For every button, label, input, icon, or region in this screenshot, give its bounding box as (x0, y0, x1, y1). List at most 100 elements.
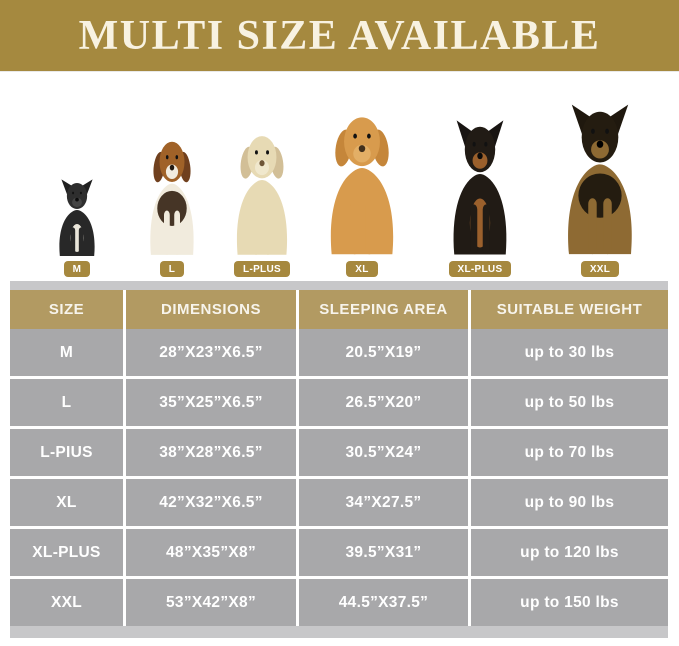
dog-ears-up-icon (61, 179, 93, 195)
dog-head (581, 111, 619, 163)
dog-leg (174, 210, 180, 255)
dog-size-badge: XL-PLUS (448, 261, 512, 277)
table-row: M 28”X23”X6.5” 20.5”X19” up to 30 lbs (10, 329, 668, 376)
dog-muzzle (254, 159, 270, 176)
dog-ears-up-icon (571, 104, 629, 135)
cell-size: L-PIUS (10, 429, 123, 476)
dog-muzzle (353, 144, 371, 163)
dog-muzzle (472, 152, 488, 169)
dog-figure-l-plus: L-PLUS (225, 128, 299, 277)
dog-eye (605, 128, 609, 134)
cell-dimensions: 35”X25”X6.5” (126, 379, 296, 426)
dog-figure-xl-plus: XL-PLUS (441, 118, 519, 277)
dog-leg (350, 200, 359, 255)
dog-leg (365, 200, 374, 255)
dog-nose (259, 160, 265, 167)
dog-size-badge: XXL (580, 261, 620, 277)
dog-photo-icon (236, 136, 288, 255)
dog-nose (358, 145, 366, 153)
dog-figure-xxl: XXL (553, 102, 647, 277)
table-header-row: SIZE DIMENSIONS SLEEPING AREA SUITABLE W… (10, 290, 668, 329)
cell-sleeping-area: 30.5”X24” (299, 429, 468, 476)
dog-muzzle (72, 197, 82, 207)
cell-size: XL (10, 479, 123, 526)
cell-weight: up to 30 lbs (471, 329, 668, 376)
dog-eye (367, 133, 371, 139)
column-header-dimensions: DIMENSIONS (126, 290, 296, 329)
dog-eye (79, 191, 82, 195)
cell-size: XXL (10, 579, 123, 626)
cell-size: XL-PLUS (10, 529, 123, 576)
dog-eye (472, 141, 476, 147)
cell-sleeping-area: 34”X27.5” (299, 479, 468, 526)
dog-muzzle (165, 164, 179, 179)
size-table-body: M 28”X23”X6.5” 20.5”X19” up to 30 lbs L … (10, 329, 668, 626)
title-banner: MULTI SIZE AVAILABLE (0, 0, 679, 72)
dog-nose (75, 197, 79, 202)
dog-lineup: M L (0, 72, 679, 281)
table-row: L-PIUS 38”X28”X6.5” 30.5”X24” up to 70 l… (10, 429, 668, 476)
cell-sleeping-area: 44.5”X37.5” (299, 579, 468, 626)
dog-figure-xl: XL (316, 108, 408, 277)
dog-head (464, 126, 496, 173)
dog-size-badge: XL (346, 261, 378, 277)
dog-leg (252, 208, 260, 255)
cell-dimensions: 28”X23”X6.5” (126, 329, 296, 376)
table-row: XL 42”X32”X6.5” 34”X27.5” up to 90 lbs (10, 479, 668, 526)
dog-eye (72, 191, 75, 195)
dog-leg (164, 210, 170, 255)
cell-weight: up to 150 lbs (471, 579, 668, 626)
cell-sleeping-area: 39.5”X31” (299, 529, 468, 576)
dog-eye (591, 128, 595, 134)
dog-head (159, 141, 185, 183)
dog-size-badge: L-PLUS (234, 261, 290, 277)
dog-eye (175, 155, 179, 160)
dog-eye (165, 155, 169, 160)
dog-leg (70, 227, 76, 256)
column-header-sleeping-area: SLEEPING AREA (299, 290, 468, 329)
cell-sleeping-area: 26.5”X20” (299, 379, 468, 426)
dog-size-badge: L (159, 261, 185, 277)
dog-photo-icon (150, 141, 194, 255)
dog-photo-icon (453, 120, 507, 255)
cell-weight: up to 70 lbs (471, 429, 668, 476)
dog-leg (264, 208, 272, 255)
dog-head (66, 183, 88, 209)
dog-eye (484, 141, 488, 147)
cell-weight: up to 50 lbs (471, 379, 668, 426)
dog-photo-icon (568, 104, 632, 255)
dog-leg (603, 198, 612, 255)
dog-figure-l: L (140, 134, 204, 277)
dog-leg (588, 198, 597, 255)
dog-muzzle (591, 140, 609, 159)
dog-photo-icon (59, 179, 95, 256)
dog-body (236, 180, 288, 255)
cell-weight: up to 120 lbs (471, 529, 668, 576)
cell-sleeping-area: 20.5”X19” (299, 329, 468, 376)
dog-saddle (157, 190, 187, 226)
cell-dimensions: 38”X28”X6.5” (126, 429, 296, 476)
table-row: L 35”X25”X6.5” 26.5”X20” up to 50 lbs (10, 379, 668, 426)
table-row: XL-PLUS 48”X35”X8” 39.5”X31” up to 120 l… (10, 529, 668, 576)
cell-dimensions: 53”X42”X8” (126, 579, 296, 626)
dog-eye (266, 150, 270, 155)
dog-size-badge: M (63, 261, 91, 277)
dog-saddle (578, 173, 622, 218)
cell-weight: up to 90 lbs (471, 479, 668, 526)
dog-leg (470, 204, 478, 255)
dog-eye (254, 150, 258, 155)
dog-leg (482, 204, 490, 255)
dog-figure-m: M (51, 178, 103, 277)
cell-size: M (10, 329, 123, 376)
dog-head (247, 136, 277, 179)
dog-leg (78, 227, 84, 256)
table-bottom-strip (10, 626, 668, 638)
cell-dimensions: 48”X35”X8” (126, 529, 296, 576)
dog-eye (353, 133, 357, 139)
dog-nose (477, 152, 483, 160)
table-row: XXL 53”X42”X8” 44.5”X37.5” up to 150 lbs (10, 579, 668, 626)
table-top-strip (10, 281, 668, 290)
size-table: SIZE DIMENSIONS SLEEPING AREA SUITABLE W… (10, 281, 668, 638)
dog-ears-up-icon (456, 120, 504, 148)
